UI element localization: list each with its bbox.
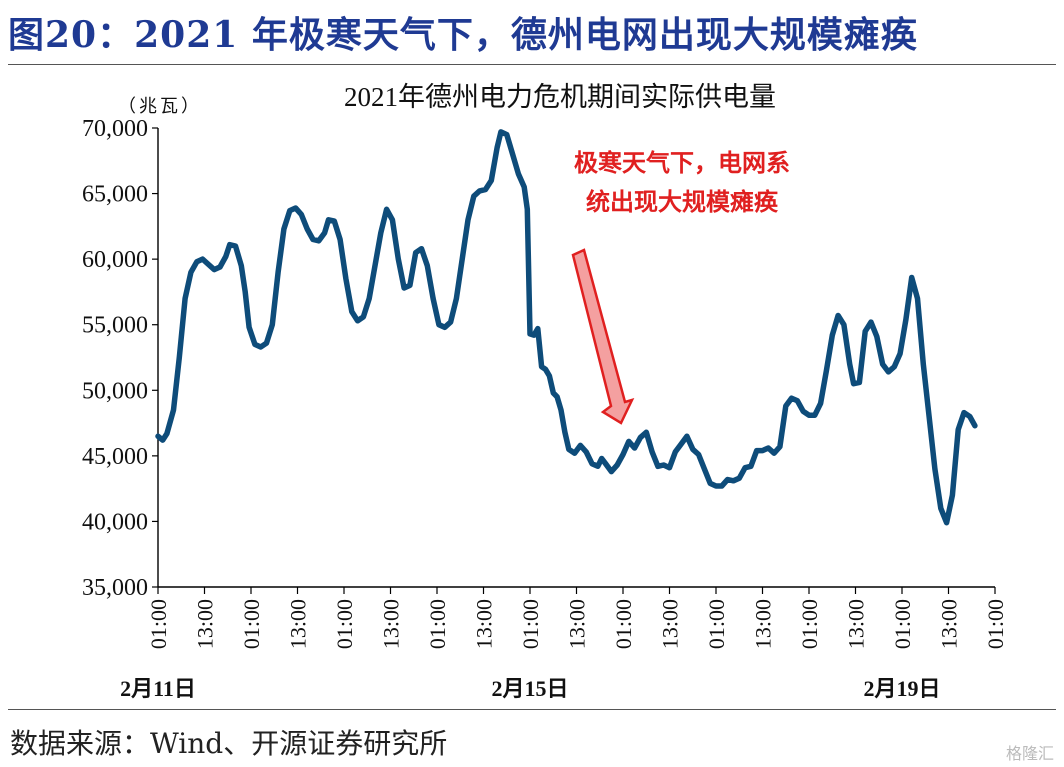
x-tick-label: 13:00 — [844, 599, 869, 649]
x-tick-label: 01:00 — [239, 599, 264, 649]
x-tick-label: 13:00 — [286, 599, 311, 649]
y-axis: 70,000 65,000 60,000 55,000 50,000 45,000 40,0… — [82, 116, 159, 601]
series-line — [155, 129, 978, 526]
bottom-rule — [8, 709, 1056, 710]
x-axis: 01:00 13:00 01:00 13:00 01:00 13:00 01:00 13:00… — [120, 586, 1008, 701]
plot-area — [155, 129, 978, 526]
x-tick-label: 01:00 — [890, 599, 915, 649]
y-tick-label: 60,000 — [82, 247, 148, 273]
x-tick-label: 01:00 — [146, 599, 171, 649]
x-tick-label: 13:00 — [472, 599, 497, 649]
date-label: 2月11日 — [120, 676, 196, 701]
y-axis-unit: （兆瓦） — [118, 96, 202, 116]
date-label: 2月15日 — [491, 676, 568, 701]
x-tick-label: 13:00 — [937, 599, 962, 649]
y-tick-label: 50,000 — [82, 378, 148, 404]
x-tick-label: 01:00 — [332, 599, 357, 649]
x-tick-label: 01:00 — [983, 599, 1008, 649]
x-tick-label: 13:00 — [658, 599, 683, 649]
x-tick-label: 01:00 — [704, 599, 729, 649]
annotation-text-line1: 极寒天气下，电网系 — [574, 148, 790, 177]
watermark: 格隆汇 — [1005, 744, 1054, 763]
y-tick-label: 35,000 — [82, 575, 148, 601]
date-label: 2月19日 — [863, 676, 940, 701]
y-tick-label: 55,000 — [82, 313, 148, 339]
annotation: 极寒天气下，电网系 统出现大规模瘫痪 — [571, 148, 790, 425]
x-tick-label: 01:00 — [797, 599, 822, 649]
x-tick-label: 01:00 — [518, 599, 543, 649]
annotation-text-line2: 统出现大规模瘫痪 — [586, 187, 779, 216]
figure-title: 图20：2021 年极寒天气下，德州电网出现大规模瘫痪 — [8, 14, 918, 56]
x-tick-label: 01:00 — [425, 599, 450, 649]
x-tick-label: 13:00 — [379, 599, 404, 649]
annotation-arrow — [571, 248, 635, 425]
y-tick-label: 70,000 — [82, 116, 148, 142]
y-tick-label: 40,000 — [82, 509, 148, 535]
top-rule — [8, 64, 1056, 65]
x-tick-label: 13:00 — [565, 599, 590, 649]
x-tick-label: 13:00 — [751, 599, 776, 649]
y-tick-label: 65,000 — [82, 182, 148, 208]
x-tick-label: 13:00 — [193, 599, 218, 649]
x-tick-label: 01:00 — [611, 599, 636, 649]
y-tick-label: 45,000 — [82, 444, 148, 470]
chart-title: 2021年德州电力危机期间实际供电量 — [344, 82, 776, 112]
source-note: 数据来源：Wind、开源证券研究所 — [10, 727, 448, 760]
